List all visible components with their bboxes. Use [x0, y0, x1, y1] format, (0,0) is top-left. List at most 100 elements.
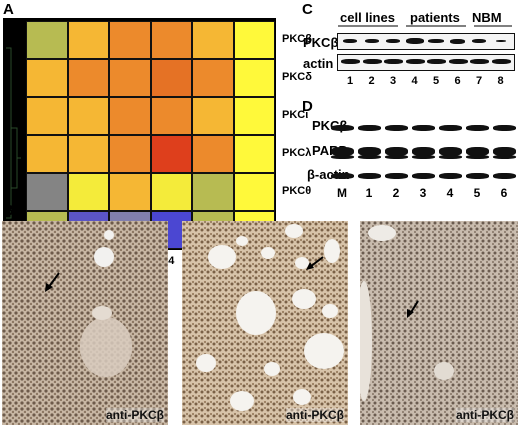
- band-parp: [466, 147, 489, 156]
- micrograph-3: anti-PKCβ: [360, 221, 518, 425]
- band-parp-cleaved: [385, 155, 408, 159]
- heatmap-cell: [192, 21, 234, 59]
- micrograph-2: anti-PKCβ: [182, 221, 348, 425]
- band-pkcb: [439, 125, 462, 131]
- band-actin: [470, 59, 489, 64]
- blot-d-lane-label: 2: [392, 186, 400, 200]
- blot-d-lane-label: 3: [419, 186, 427, 200]
- heatmap-cell: [109, 173, 151, 211]
- heatmap-cell: [26, 59, 68, 97]
- heatmap-cell: [233, 173, 275, 211]
- blot-c-lane-label: 6: [454, 75, 461, 87]
- blot-c-lane-label: 5: [432, 75, 440, 87]
- band-pkcb: [343, 39, 357, 43]
- heatmap-row-label: PKCβ: [282, 33, 312, 45]
- heatmap-cell: [109, 97, 151, 135]
- blot-c-actin: [337, 54, 515, 71]
- heatmap-cell: [233, 135, 275, 173]
- dendrogram: [6, 47, 21, 219]
- heatmap-cell: [26, 135, 68, 173]
- heatmap-cell: [233, 59, 275, 97]
- band-pkcb: [472, 39, 486, 43]
- heatmap-row-label: PKCι: [282, 109, 309, 121]
- band-actin: [362, 59, 382, 64]
- band-actin: [341, 59, 360, 64]
- band-parp: [412, 147, 435, 156]
- heatmap-cell: [150, 135, 192, 173]
- blot-c-lane-label: 2: [368, 75, 375, 87]
- heatmap-cell: [150, 21, 192, 59]
- band-pkcb: [412, 125, 435, 131]
- band-pkcb: [493, 125, 516, 131]
- band-parp-cleaved: [466, 155, 489, 159]
- panel-label-d: D: [302, 98, 313, 115]
- band-pkcb: [450, 38, 465, 44]
- heatmap-cell: [150, 59, 192, 97]
- micrograph-1-caption: anti-PKCβ: [106, 408, 164, 422]
- heatmap-row-label: PKCλ: [282, 147, 312, 159]
- band-parp: [331, 147, 354, 156]
- band-parp: [439, 147, 462, 156]
- band-parp-cleaved: [493, 155, 516, 159]
- blot-c-lane-label: 3: [389, 75, 397, 87]
- blot-d-lane-label: 4: [446, 186, 454, 200]
- blot-d-lane-label: 6: [500, 186, 508, 200]
- micrograph-2-image: [182, 221, 348, 425]
- heatmap-cell: [26, 173, 68, 211]
- heatmap-cell: [233, 97, 275, 135]
- band-actin: [491, 59, 511, 64]
- band-parp: [493, 147, 516, 156]
- band-bactin: [385, 173, 408, 179]
- band-pkcb: [466, 125, 489, 131]
- band-bactin: [412, 173, 435, 179]
- heatmap-row-label: PKCδ: [282, 71, 312, 83]
- heatmap-cell: [26, 21, 68, 59]
- band-parp-cleaved: [358, 155, 381, 159]
- group-brackets: [338, 25, 512, 27]
- band-pkcb: [405, 38, 424, 44]
- micrograph-3-image: [360, 221, 518, 425]
- band-parp-cleaved: [331, 155, 354, 159]
- group-nbm: NBM: [472, 10, 502, 25]
- panel-label-b: B: [3, 202, 14, 219]
- micrograph-1-image: [2, 221, 168, 425]
- band-bactin: [439, 173, 462, 179]
- band-pkcb: [428, 39, 444, 43]
- group-cell-lines: cell lines: [340, 10, 395, 25]
- heatmap-column-label: 4: [168, 255, 175, 267]
- band-bactin: [358, 173, 381, 179]
- blot-d-lane-label: M: [337, 186, 347, 200]
- band-pkcb: [386, 39, 400, 43]
- heatmap-cell: [109, 135, 151, 173]
- heatmap-cell: [67, 135, 109, 173]
- heatmap-cell: [150, 97, 192, 135]
- band-bactin: [466, 173, 489, 179]
- heatmap-cell: [26, 97, 68, 135]
- micrograph-3-caption: anti-PKCβ: [456, 408, 514, 422]
- heatmap-cell: [67, 59, 109, 97]
- band-bactin: [331, 173, 354, 179]
- band-parp: [385, 147, 408, 156]
- blot-c-lane-label: 4: [411, 75, 418, 87]
- heatmap-cell: [192, 173, 234, 211]
- band-actin: [405, 59, 425, 64]
- panel-label-c: C: [302, 1, 313, 18]
- micrograph-2-caption: anti-PKCβ: [286, 408, 344, 422]
- panel-label-a: A: [3, 1, 14, 18]
- heatmap-cell: [109, 59, 151, 97]
- band-pkcb: [358, 125, 381, 131]
- band-actin: [427, 59, 446, 64]
- band-pkcb: [331, 125, 354, 131]
- blot-d-lane-label: 5: [473, 186, 481, 200]
- band-parp: [358, 147, 381, 156]
- heatmap-cell: [192, 135, 234, 173]
- heatmap-cell: [109, 21, 151, 59]
- band-actin: [448, 59, 468, 64]
- band-parp-cleaved: [412, 155, 435, 159]
- heatmap-cell: [67, 173, 109, 211]
- heatmap-cell: [192, 59, 234, 97]
- heatmap-cell: [233, 21, 275, 59]
- heatmap-row-label: PKCθ: [282, 185, 312, 197]
- blot-c-pkcb: [337, 33, 515, 50]
